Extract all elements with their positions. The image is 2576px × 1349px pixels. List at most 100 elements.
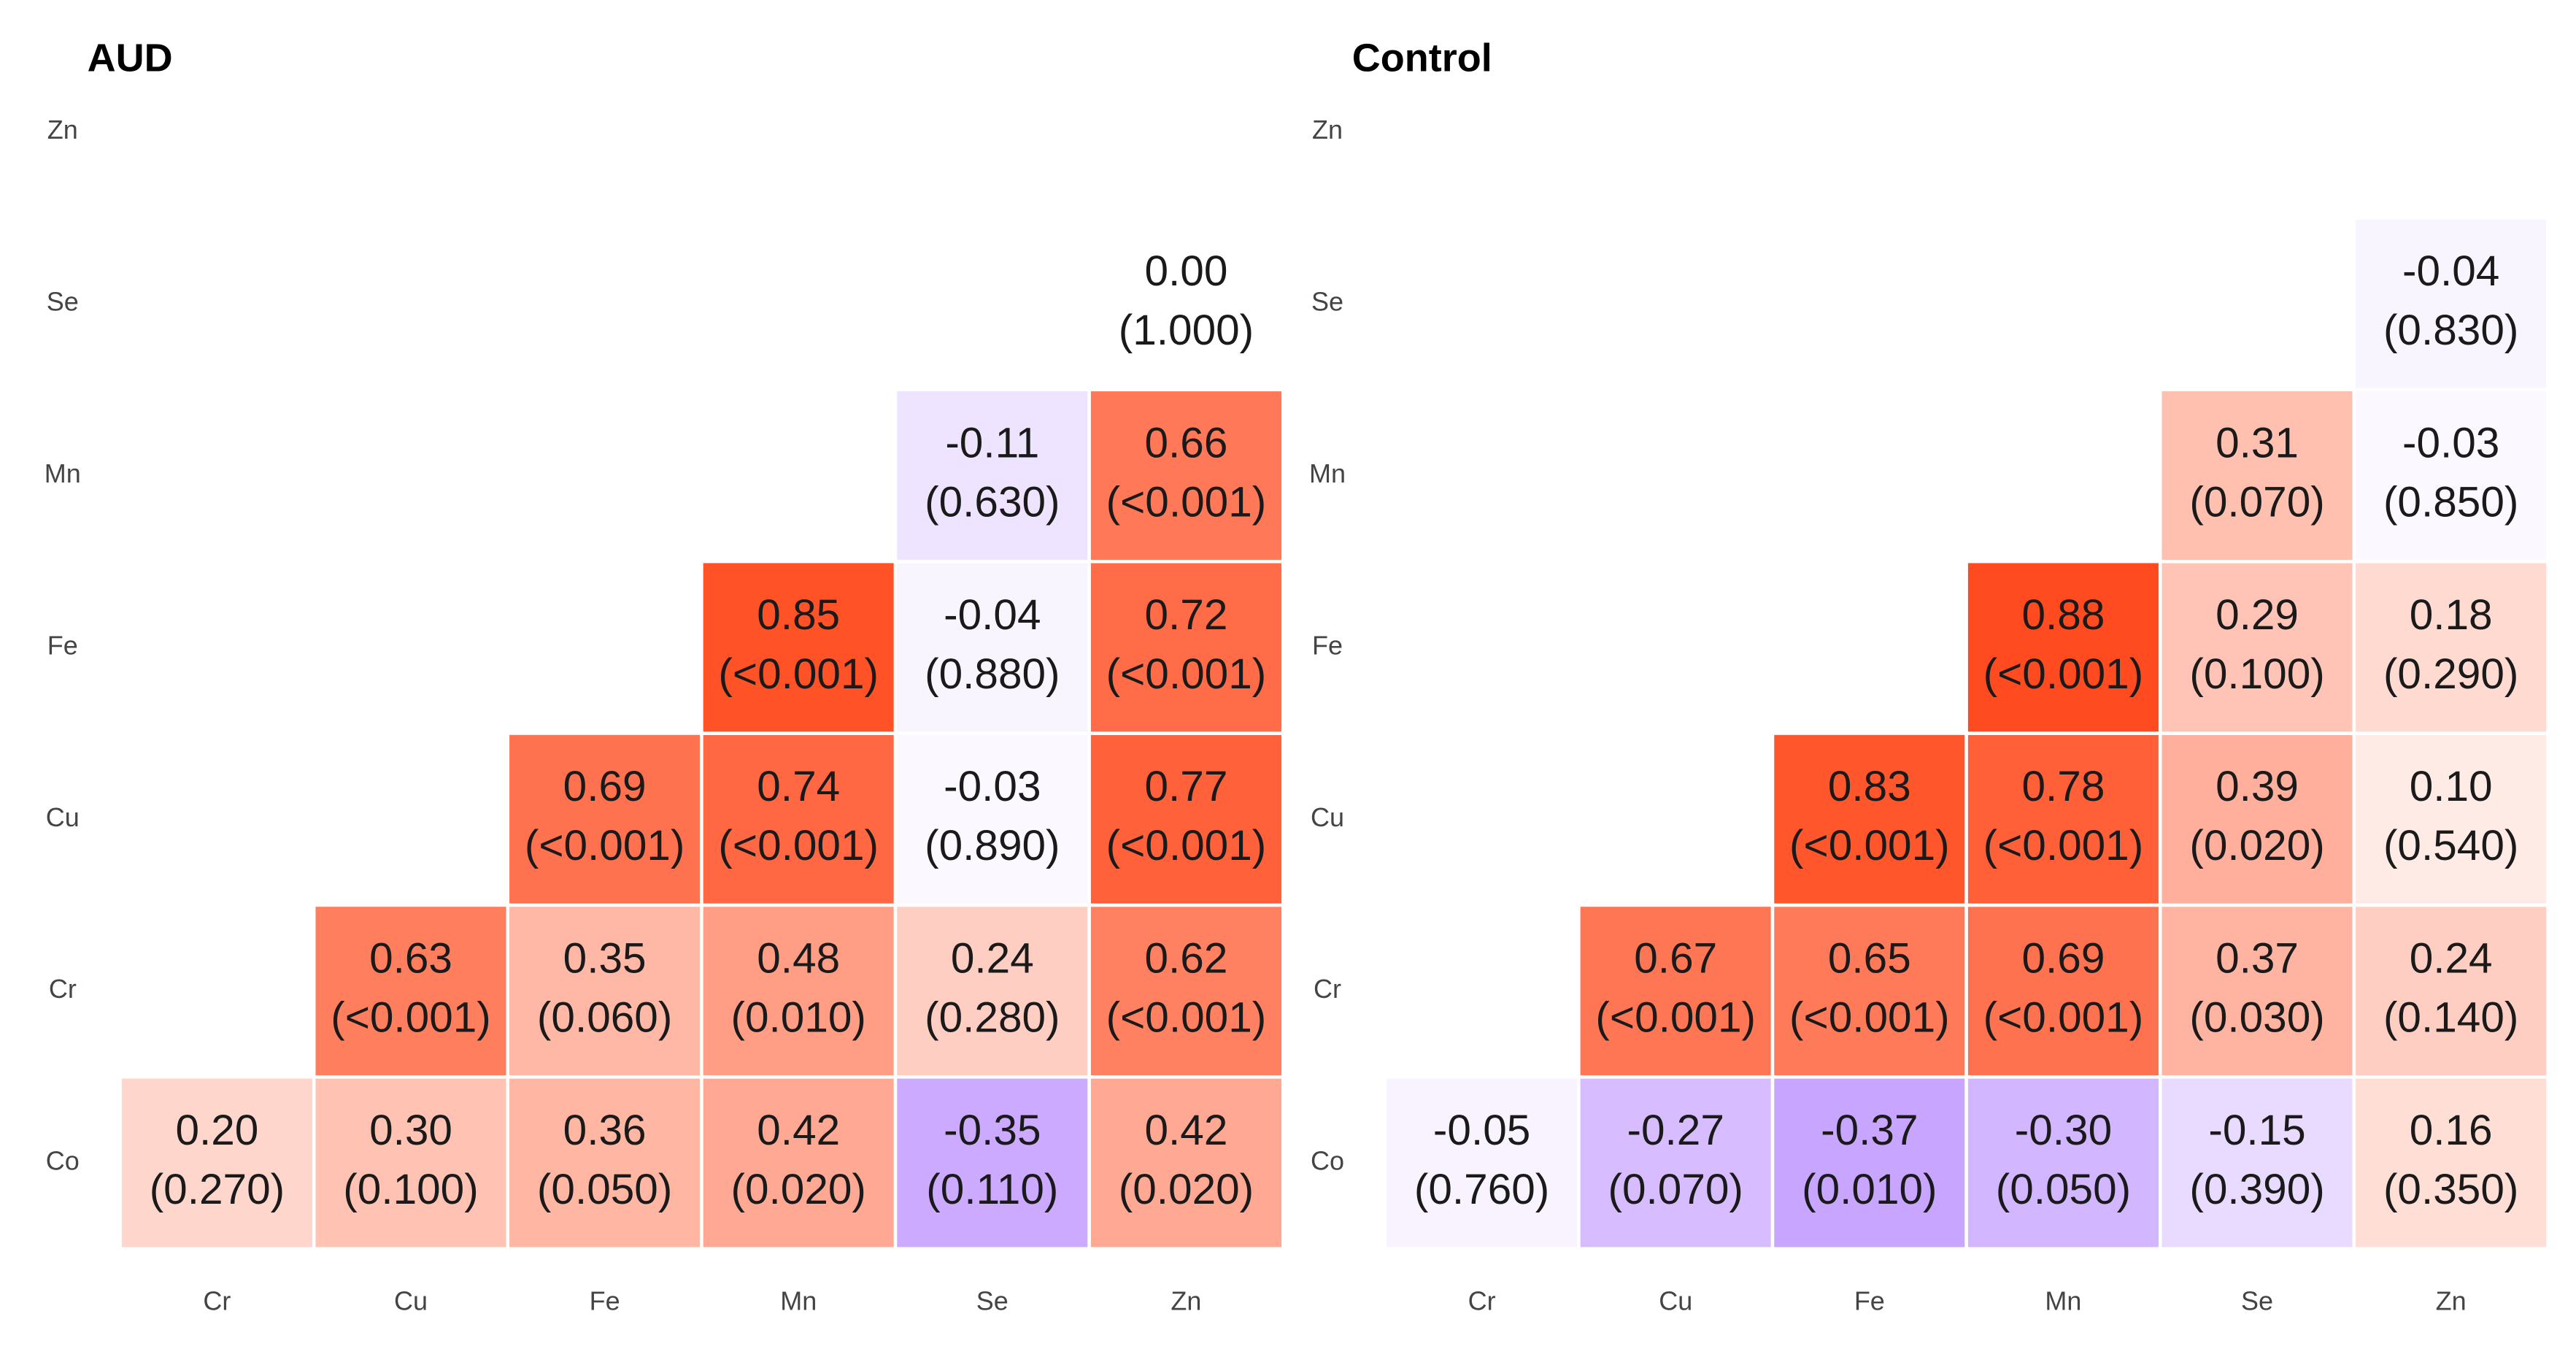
heatmap-cell <box>2352 731 2550 907</box>
heatmap-cell <box>700 1075 898 1250</box>
cell-value-label: -0.11 <box>945 419 1039 466</box>
cell-value-label: -0.30 <box>2015 1107 2112 1154</box>
cell-value-label: 0.30 <box>369 1107 452 1154</box>
cell-p-label: (0.070) <box>2189 478 2324 526</box>
y-tick-label: Zn <box>1312 115 1343 145</box>
cell-value-label: 0.18 <box>2410 591 2493 639</box>
cell-p-label: (0.050) <box>1996 1166 2131 1213</box>
cell-value-label: -0.04 <box>2402 247 2499 295</box>
heatmap-cell <box>1577 1075 1775 1250</box>
cell-p-label: (0.140) <box>2383 994 2518 1042</box>
cell-value-label: 0.48 <box>757 935 840 983</box>
cell-value-label: 0.63 <box>369 935 452 983</box>
heatmap-cell <box>2352 903 2550 1079</box>
cell-p-label: (0.540) <box>2383 822 2518 869</box>
cell-value-label: 0.88 <box>2021 591 2105 639</box>
cell-value-label: -0.35 <box>944 1107 1041 1154</box>
heatmap-cell <box>1087 559 1285 735</box>
cell-p-label: (0.020) <box>731 1166 866 1213</box>
cell-value-label: -0.15 <box>2208 1107 2305 1154</box>
heatmap-cell <box>1087 216 1285 392</box>
heatmap-cell <box>506 903 703 1079</box>
heatmap-cell <box>1964 559 2162 735</box>
cell-p-label: (0.830) <box>2383 307 2518 354</box>
chart-title: Control <box>1352 36 1492 80</box>
chart-title: AUD <box>88 36 173 80</box>
cell-p-label: (<0.001) <box>1595 994 1756 1042</box>
heatmap-cell <box>2158 731 2356 907</box>
cell-p-label: (0.070) <box>1608 1166 1743 1213</box>
cell-value-label: -0.05 <box>1433 1107 1530 1154</box>
heatmap-cell <box>700 903 898 1079</box>
y-tick-label: Co <box>46 1146 80 1176</box>
cell-value-label: 0.31 <box>2216 419 2299 466</box>
cell-p-label: (0.060) <box>537 994 672 1042</box>
x-tick-label: Cr <box>203 1285 231 1315</box>
cell-p-label: (0.880) <box>925 650 1060 698</box>
cell-p-label: (0.030) <box>2189 994 2324 1042</box>
heatmap-cell <box>700 559 898 735</box>
cell-value-label: 0.16 <box>2410 1107 2493 1154</box>
cell-p-label: (<0.001) <box>1983 650 2144 698</box>
cell-value-label: 0.20 <box>175 1107 258 1154</box>
cell-value-label: 0.39 <box>2216 763 2299 810</box>
cell-value-label: 0.62 <box>1144 935 1227 983</box>
cell-value-label: 0.65 <box>1828 935 1911 983</box>
cell-value-label: 0.85 <box>757 591 840 639</box>
cell-p-label: (<0.001) <box>718 650 879 698</box>
cell-p-label: (0.100) <box>2189 650 2324 698</box>
y-tick-label: Co <box>1311 1146 1344 1176</box>
cell-p-label: (0.760) <box>1414 1166 1549 1213</box>
heatmap-cell <box>1087 1075 1285 1250</box>
cell-p-label: (<0.001) <box>1106 650 1267 698</box>
x-tick-label: Zn <box>2436 1285 2467 1315</box>
heatmap-cell <box>2158 1075 2356 1250</box>
cell-p-label: (0.270) <box>150 1166 285 1213</box>
cell-p-label: (0.020) <box>2189 822 2324 869</box>
heatmap-cell <box>1964 903 2162 1079</box>
cell-value-label: -0.04 <box>944 591 1041 639</box>
y-tick-label: Fe <box>1312 630 1343 660</box>
cell-value-label: 0.42 <box>1144 1107 1227 1154</box>
cell-p-label: (<0.001) <box>1106 822 1267 869</box>
cell-value-label: 0.10 <box>2410 763 2493 810</box>
cell-value-label: 0.29 <box>2216 591 2299 639</box>
x-tick-label: Cu <box>394 1285 428 1315</box>
cell-p-label: (0.020) <box>1119 1166 1254 1213</box>
cell-value-label: 0.74 <box>757 763 840 810</box>
cell-value-label: 0.36 <box>563 1107 647 1154</box>
cell-value-label: 0.69 <box>2021 935 2105 983</box>
y-tick-label: Zn <box>47 115 78 145</box>
cell-p-label: (<0.001) <box>1983 822 2144 869</box>
heatmap-cell <box>1087 903 1285 1079</box>
cell-value-label: 0.72 <box>1144 591 1227 639</box>
heatmap-cell <box>893 1075 1091 1250</box>
cell-value-label: 0.69 <box>563 763 647 810</box>
cell-p-label: (0.390) <box>2189 1166 2324 1213</box>
y-tick-label: Cr <box>1314 974 1341 1004</box>
heatmap-cell <box>893 559 1091 735</box>
cell-p-label: (1.000) <box>1119 307 1254 354</box>
x-tick-label: Se <box>976 1285 1009 1315</box>
cell-p-label: (0.110) <box>926 1166 1058 1213</box>
cell-p-label: (<0.001) <box>525 822 685 869</box>
heatmap-cell <box>2352 1075 2550 1250</box>
cell-p-label: (0.010) <box>731 994 866 1042</box>
heatmap-cell <box>893 388 1091 564</box>
heatmap-cell <box>1770 903 1968 1079</box>
cell-value-label: 0.78 <box>2021 763 2105 810</box>
y-tick-label: Mn <box>1309 458 1346 488</box>
cell-p-label: (<0.001) <box>1983 994 2144 1042</box>
cell-value-label: -0.37 <box>1821 1107 1918 1154</box>
cell-p-label: (<0.001) <box>718 822 879 869</box>
heatmap-cell <box>893 731 1091 907</box>
heatmap-cell <box>2158 388 2356 564</box>
cell-value-label: 0.35 <box>563 935 647 983</box>
cell-value-label: 0.67 <box>1634 935 1717 983</box>
cell-value-label: 0.77 <box>1144 763 1227 810</box>
heatmap-cell <box>1383 1075 1581 1250</box>
cell-value-label: 0.66 <box>1144 419 1227 466</box>
cell-p-label: (0.290) <box>2383 650 2518 698</box>
cell-p-label: (0.630) <box>925 478 1060 526</box>
